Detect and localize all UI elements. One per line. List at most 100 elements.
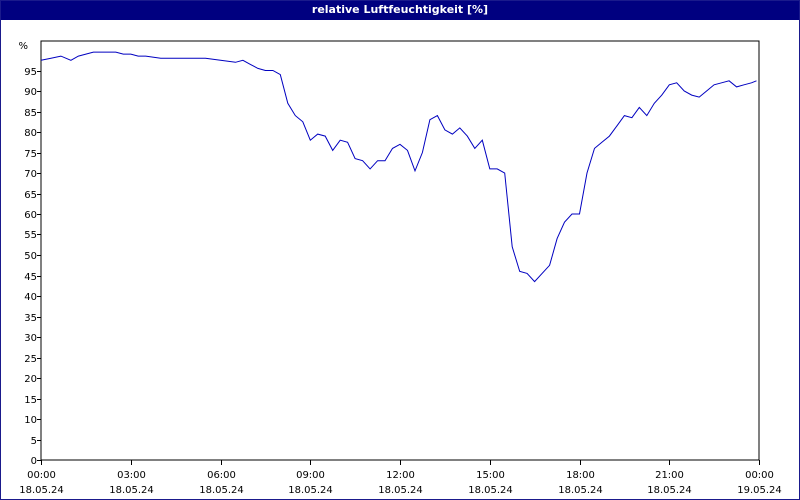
data-point <box>684 90 685 91</box>
data-point <box>714 84 715 85</box>
data-point <box>287 103 288 104</box>
data-point <box>70 60 71 61</box>
data-point <box>661 95 662 96</box>
data-point <box>302 121 303 122</box>
x-tick-date: 18.05.24 <box>19 485 64 496</box>
data-point <box>257 68 258 69</box>
data-point <box>504 172 505 173</box>
data-point <box>123 54 124 55</box>
x-tick-date: 18.05.24 <box>109 485 154 496</box>
y-tick-label: 90 <box>24 87 37 98</box>
x-tick-time: 00:00 <box>745 470 774 481</box>
data-point <box>756 80 757 81</box>
data-point <box>609 136 610 137</box>
data-point <box>519 271 520 272</box>
data-point <box>355 158 356 159</box>
data-point <box>586 172 587 173</box>
data-point <box>220 60 221 61</box>
data-point <box>100 52 101 53</box>
data-point <box>534 281 535 282</box>
x-tick-time: 18:00 <box>566 470 595 481</box>
data-point <box>751 82 752 83</box>
data-point <box>242 60 243 61</box>
x-tick-time: 06:00 <box>207 470 236 481</box>
data-point <box>190 58 191 59</box>
data-point <box>721 82 722 83</box>
data-point <box>399 144 400 145</box>
y-tick-label: 75 <box>24 149 37 160</box>
data-point <box>676 82 677 83</box>
data-point <box>272 70 273 71</box>
axes <box>37 40 760 465</box>
data-point <box>579 213 580 214</box>
data-point <box>115 52 116 53</box>
y-tick-label: 10 <box>24 415 37 426</box>
y-tick-label: 15 <box>24 395 37 406</box>
y-tick-label: 50 <box>24 251 37 262</box>
data-point <box>340 140 341 141</box>
data-point <box>639 107 640 108</box>
series-line <box>40 51 757 283</box>
y-tick-label: 60 <box>24 210 37 221</box>
x-tick-date: 18.05.24 <box>647 485 692 496</box>
data-point <box>691 95 692 96</box>
data-point <box>175 58 176 59</box>
data-point <box>482 140 483 141</box>
data-point <box>384 160 385 161</box>
x-tick-date: 18.05.24 <box>199 485 244 496</box>
data-point <box>50 58 51 59</box>
y-tick-label: 25 <box>24 354 37 365</box>
y-tick-label: 65 <box>24 190 37 201</box>
data-point <box>564 222 565 223</box>
data-point <box>444 129 445 130</box>
data-point <box>699 97 700 98</box>
data-point <box>429 119 430 120</box>
y-tick-label: 70 <box>24 169 37 180</box>
x-tick-date: 18.05.24 <box>288 485 333 496</box>
y-tick-label: 45 <box>24 272 37 283</box>
data-point <box>557 238 558 239</box>
data-point <box>310 140 311 141</box>
x-tick-time: 21:00 <box>655 470 684 481</box>
data-point <box>549 265 550 266</box>
data-point <box>377 160 378 161</box>
data-point <box>571 213 572 214</box>
data-point <box>489 168 490 169</box>
y-tick-label: 85 <box>24 108 37 119</box>
data-point <box>108 52 109 53</box>
data-point <box>459 127 460 128</box>
plot-area <box>40 40 760 461</box>
data-point <box>160 58 161 59</box>
chart-title: relative Luftfeuchtigkeit [%] <box>1 1 799 20</box>
x-tick-time: 09:00 <box>296 470 325 481</box>
data-point <box>392 148 393 149</box>
data-point <box>414 170 415 171</box>
data-point <box>235 62 236 63</box>
data-point <box>474 148 475 149</box>
data-point <box>624 115 625 116</box>
data-point <box>205 58 206 59</box>
data-point <box>706 90 707 91</box>
data-point <box>512 246 513 247</box>
data-point <box>265 70 266 71</box>
data-point <box>295 115 296 116</box>
x-tick-date: 18.05.24 <box>378 485 423 496</box>
data-point <box>669 84 670 85</box>
data-point <box>422 152 423 153</box>
x-tick-time: 03:00 <box>117 470 146 481</box>
y-tick-label: 5 <box>31 436 37 447</box>
data-point <box>347 142 348 143</box>
data-point <box>93 52 94 53</box>
data-point <box>594 148 595 149</box>
data-point <box>332 150 333 151</box>
y-tick-label: 40 <box>24 292 37 303</box>
data-point <box>729 80 730 81</box>
data-point <box>145 56 146 57</box>
data-point <box>280 74 281 75</box>
x-tick-time: 00:00 <box>27 470 56 481</box>
data-point <box>130 54 131 55</box>
y-tick-label: 20 <box>24 374 37 385</box>
data-point <box>250 64 251 65</box>
